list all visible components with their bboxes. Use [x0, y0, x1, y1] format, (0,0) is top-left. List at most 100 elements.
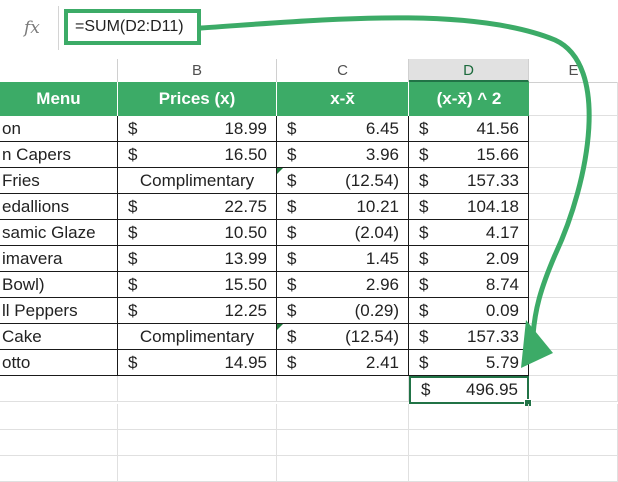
cell-menu[interactable]: ll Peppers [0, 298, 118, 324]
cell-deviation[interactable]: $6.45 [277, 116, 409, 142]
cell-menu[interactable]: samic Glaze [0, 220, 118, 246]
error-indicator-icon[interactable] [277, 168, 283, 174]
cell-squared[interactable]: $2.09 [409, 246, 529, 272]
currency-symbol: $ [419, 327, 429, 346]
cell-deviation[interactable]: $ (12.54) [277, 168, 409, 194]
cell-menu[interactable]: imavera [0, 246, 118, 272]
deviation-value: 3.96 [365, 145, 399, 164]
cell-squared[interactable]: $8.74 [409, 272, 529, 298]
cell-squared[interactable]: $104.18 [409, 194, 529, 220]
empty-cell[interactable] [529, 430, 618, 456]
empty-cell[interactable] [0, 430, 118, 456]
cell-menu[interactable]: n Capers [0, 142, 118, 168]
currency-symbol: $ [419, 145, 429, 164]
cell-price[interactable]: Complimentary [118, 168, 277, 194]
cell-squared[interactable]: $157.33 [409, 168, 529, 194]
empty-cell[interactable] [529, 456, 618, 482]
empty-cell[interactable] [118, 430, 277, 456]
deviation-value: 10.21 [356, 197, 399, 216]
cell-squared[interactable]: $4.17 [409, 220, 529, 246]
empty-cell[interactable] [277, 376, 409, 402]
cell-deviation[interactable]: $ (0.29) [277, 298, 409, 324]
column-header-c[interactable]: C [277, 59, 409, 82]
empty-cell[interactable] [0, 456, 118, 482]
empty-cell[interactable] [409, 404, 529, 430]
cell-price[interactable]: $16.50 [118, 142, 277, 168]
cell-e[interactable] [529, 142, 618, 168]
table-row: n Capers $16.50 $3.96 $15.66 [0, 142, 618, 168]
header-squared[interactable]: (x-x̄) ^ 2 [409, 82, 529, 116]
cell-e[interactable] [529, 272, 618, 298]
price-text: Complimentary [139, 171, 255, 190]
cell-deviation[interactable]: $1.45 [277, 246, 409, 272]
table-row: samic Glaze $10.50 $ (2.04) $4.17 [0, 220, 618, 246]
empty-cell[interactable] [118, 456, 277, 482]
cell-squared[interactable]: $157.33 [409, 324, 529, 350]
cell-e-header[interactable] [529, 82, 618, 116]
empty-cell[interactable] [409, 456, 529, 482]
cell-menu[interactable]: otto [0, 350, 118, 376]
cell-e[interactable] [529, 246, 618, 272]
currency-symbol: $ [419, 223, 429, 242]
cell-price[interactable]: $18.99 [118, 116, 277, 142]
cell-e[interactable] [529, 116, 618, 142]
total-sum-cell[interactable]: $496.95 [409, 376, 529, 404]
header-deviation[interactable]: x-x̄ [277, 82, 409, 116]
cell-e[interactable] [529, 168, 618, 194]
cell-price[interactable]: $22.75 [118, 194, 277, 220]
cell-menu[interactable]: Bowl) [0, 272, 118, 298]
empty-cell[interactable] [0, 404, 118, 430]
column-header-b[interactable]: B [118, 59, 277, 82]
cell-squared[interactable]: $41.56 [409, 116, 529, 142]
table-row: edallions $22.75 $10.21 $104.18 [0, 194, 618, 220]
currency-symbol: $ [287, 145, 297, 164]
cell-price[interactable]: $12.25 [118, 298, 277, 324]
empty-cell[interactable] [277, 456, 409, 482]
column-header-d[interactable]: D [409, 59, 529, 82]
cell-menu[interactable]: Fries [0, 168, 118, 194]
cell-deviation[interactable]: $ (12.54) [277, 324, 409, 350]
cell-squared[interactable]: $5.79 [409, 350, 529, 376]
cell-deviation[interactable]: $2.96 [277, 272, 409, 298]
header-prices[interactable]: Prices (x) [118, 82, 277, 116]
empty-cell[interactable] [118, 376, 277, 402]
cell-e[interactable] [529, 298, 618, 324]
currency-symbol: $ [128, 301, 138, 320]
error-indicator-icon[interactable] [277, 324, 283, 330]
cell-menu[interactable]: Cake [0, 324, 118, 350]
cell-price[interactable]: $15.50 [118, 272, 277, 298]
cell-e[interactable] [529, 194, 618, 220]
empty-cell[interactable] [409, 430, 529, 456]
cell-menu[interactable]: on [0, 116, 118, 142]
cell-price[interactable]: $14.95 [118, 350, 277, 376]
cell-squared[interactable]: $15.66 [409, 142, 529, 168]
empty-cell[interactable] [0, 376, 118, 402]
empty-cell[interactable] [529, 404, 618, 430]
cell-price[interactable]: Complimentary [118, 324, 277, 350]
column-header-e[interactable]: E [568, 62, 579, 79]
currency-symbol: $ [419, 353, 429, 372]
cell-deviation[interactable]: $3.96 [277, 142, 409, 168]
header-menu[interactable]: Menu [0, 82, 118, 116]
deviation-value: 2.41 [365, 353, 399, 372]
cell-e[interactable] [529, 220, 618, 246]
currency-symbol: $ [287, 119, 297, 138]
cell-deviation[interactable]: $ (2.04) [277, 220, 409, 246]
cell-menu[interactable]: edallions [0, 194, 118, 220]
cell-deviation[interactable]: $10.21 [277, 194, 409, 220]
column-header-a[interactable] [0, 59, 118, 82]
empty-cell[interactable] [529, 376, 618, 402]
currency-symbol: $ [419, 275, 429, 294]
cell-squared[interactable]: $0.09 [409, 298, 529, 324]
formula-input[interactable]: =SUM(D2:D11) [64, 9, 201, 45]
table-row: Fries Complimentary $ (12.54) $157.33 [0, 168, 618, 194]
cell-deviation[interactable]: $2.41 [277, 350, 409, 376]
function-icon[interactable]: fx [24, 18, 40, 38]
empty-cell[interactable] [277, 404, 409, 430]
cell-price[interactable]: $13.99 [118, 246, 277, 272]
empty-cell[interactable] [277, 430, 409, 456]
empty-cell[interactable] [118, 404, 277, 430]
cell-e[interactable] [529, 324, 618, 350]
cell-e[interactable] [529, 350, 618, 376]
cell-price[interactable]: $10.50 [118, 220, 277, 246]
